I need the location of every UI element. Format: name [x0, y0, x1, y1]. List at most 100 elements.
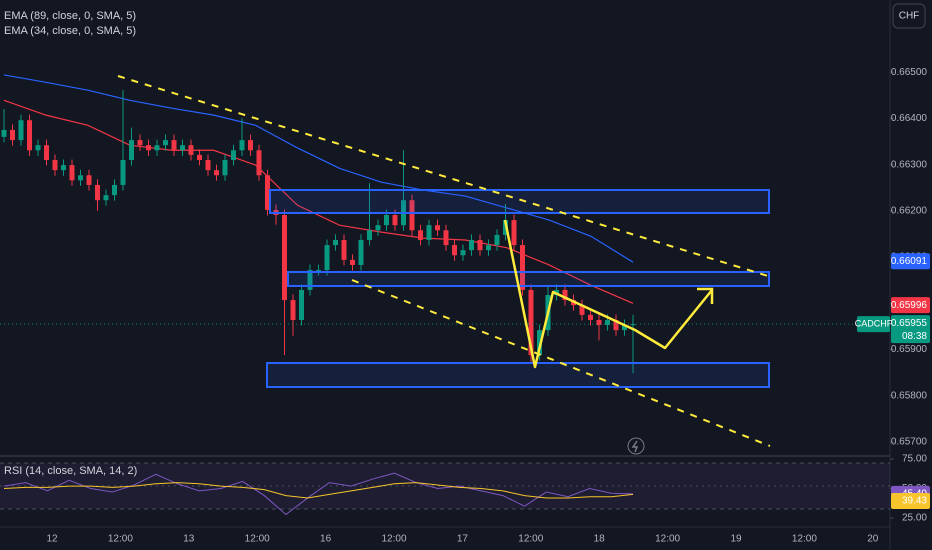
legend-entry: EMA (89, close, 0, SMA, 5): [4, 10, 136, 22]
candle-body: [44, 145, 49, 160]
candle-body: [520, 245, 525, 290]
y-tick-label: 0.66500: [891, 67, 928, 78]
candle-body: [222, 159, 228, 176]
candle-body: [392, 215, 398, 226]
trend-line: [351, 279, 771, 447]
candle-body: [10, 129, 15, 141]
candle-body: [282, 215, 287, 301]
candle-body: [452, 245, 457, 256]
y-tick-label: 0.66300: [891, 159, 928, 170]
x-tick-label: 12:00: [792, 534, 817, 545]
candle-body: [333, 239, 338, 246]
x-tick-label: 19: [730, 534, 742, 545]
candle-body: [384, 215, 389, 226]
candle-body: [562, 289, 568, 301]
candle-body: [494, 234, 500, 246]
candle-body: [103, 195, 109, 201]
indicator-line: [3, 74, 634, 263]
candle-body: [358, 239, 364, 265]
candle-body: [588, 314, 593, 320]
candle-body: [112, 184, 117, 196]
countdown: 08:38: [902, 331, 927, 342]
candle-body: [426, 225, 432, 240]
candle-body: [367, 230, 372, 240]
price-badge: [891, 492, 930, 509]
candle-body: [443, 230, 449, 246]
candle-body: [299, 289, 304, 320]
candle-body: [418, 230, 423, 240]
candle-body: [27, 120, 32, 151]
y-tick-label: 75.00: [902, 454, 927, 465]
candle-body: [239, 140, 245, 151]
candle-body: [265, 175, 270, 210]
x-tick-label: 12:00: [381, 534, 406, 545]
candle-body: [469, 239, 474, 251]
candle-body: [120, 159, 126, 185]
candle-body: [146, 145, 151, 151]
candle-body: [95, 184, 100, 201]
candle-body: [69, 165, 75, 181]
candle-body: [511, 220, 517, 246]
candle-body: [596, 319, 602, 326]
y-tick-label: 0.65800: [891, 390, 928, 401]
candle-body: [341, 239, 347, 260]
price-badge: [891, 253, 930, 270]
y-tick-label: 25.00: [902, 513, 927, 524]
candle-body: [613, 319, 619, 331]
candle-body: [86, 175, 92, 185]
candle-body: [197, 154, 202, 160]
pane-title: RSI (14, close, SMA, 14, 2): [4, 465, 137, 477]
candle-body: [622, 325, 627, 331]
x-tick-label: 17: [457, 534, 469, 545]
price-badge-label: 39.43: [902, 496, 927, 507]
candle-body: [324, 245, 330, 271]
y-tick-label: 0.66200: [891, 205, 928, 216]
event-icon-bolt: [631, 440, 639, 453]
currency-button[interactable]: [892, 3, 926, 29]
candle-body: [137, 140, 143, 146]
x-tick-label: 12: [46, 534, 58, 545]
currency-button-label: CHF: [899, 11, 920, 22]
candle-body: [188, 145, 194, 155]
event-icon[interactable]: [627, 437, 645, 455]
candle-body: [248, 140, 253, 151]
x-tick-label: 12:00: [108, 534, 133, 545]
candle-body: [409, 200, 415, 231]
candle-body: [537, 330, 542, 356]
candle-body: [154, 145, 160, 151]
x-tick-label: 13: [183, 534, 195, 545]
zone-box: [266, 362, 770, 388]
legend-entry: EMA (34, close, 0, SMA, 5): [4, 25, 136, 37]
candle-body: [61, 165, 66, 171]
candle-body: [290, 300, 296, 320]
candle-body: [579, 305, 585, 315]
candle-body: [350, 259, 355, 265]
candle-body: [18, 120, 24, 141]
last-price-badge: [891, 315, 930, 344]
candle-body: [163, 140, 168, 146]
candle-body: [52, 159, 58, 171]
candle-body: [460, 250, 466, 256]
x-tick-label: 20: [867, 534, 879, 545]
indicator-line: [3, 482, 634, 499]
candle-body: [477, 239, 483, 251]
price-badge-label: 0.65996: [891, 300, 928, 311]
candle-body: [78, 175, 83, 181]
candle-body: [35, 145, 41, 151]
last-price-label: 0.65955: [891, 318, 928, 329]
candle-body: [528, 289, 534, 356]
zone-box: [269, 189, 770, 214]
candle-body: [180, 145, 185, 151]
candle-body: [214, 170, 219, 176]
candle-body: [1, 129, 7, 137]
x-tick-label: 12:00: [655, 534, 680, 545]
candle-body: [205, 159, 211, 171]
x-tick-label: 12:00: [245, 534, 270, 545]
symbol-badge: [857, 316, 890, 333]
y-tick-label: 0.66400: [891, 113, 928, 124]
candle-body: [129, 140, 134, 160]
candle-body: [316, 270, 321, 272]
projection-path: [503, 219, 713, 369]
